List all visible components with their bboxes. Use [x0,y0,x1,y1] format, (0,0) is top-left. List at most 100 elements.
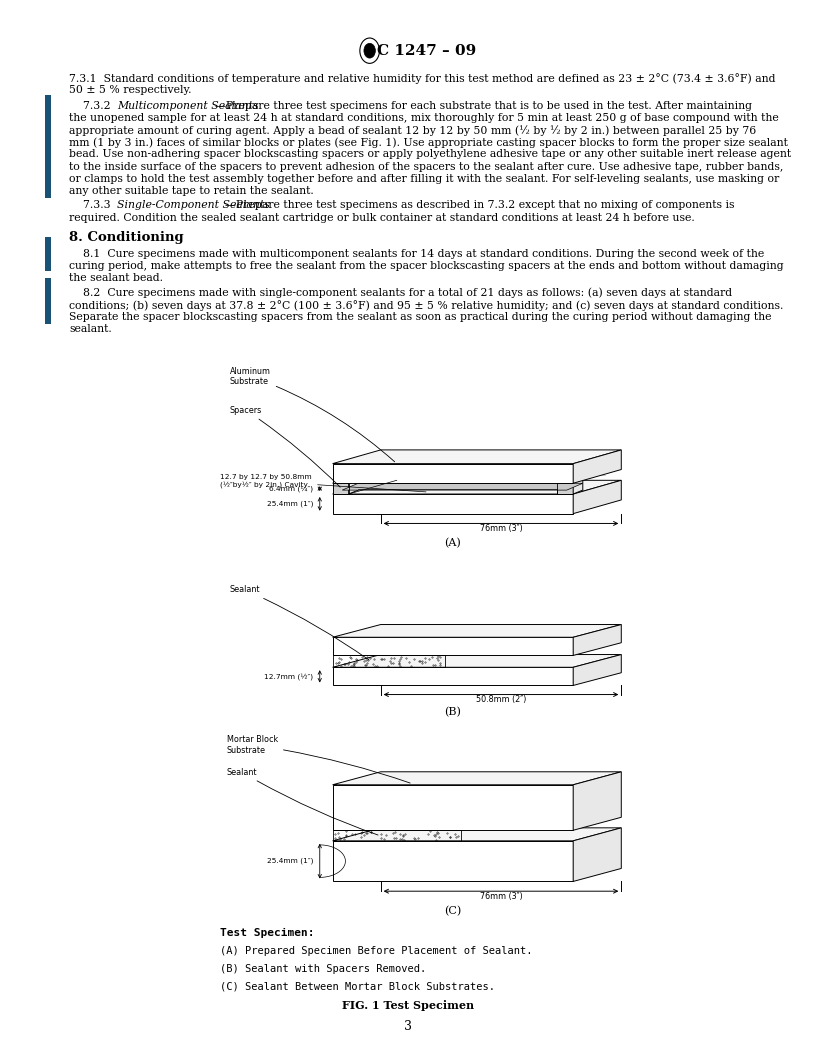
Point [432,648,445,665]
Polygon shape [573,828,621,882]
Point [430,826,443,843]
Point [365,824,378,841]
Point [397,828,410,845]
Point [405,657,418,674]
Polygon shape [573,450,621,484]
Point [428,827,441,844]
Point [412,830,425,847]
Point [339,823,353,840]
Point [427,656,440,673]
Point [449,826,462,843]
Point [393,830,406,847]
Point [451,828,464,845]
Text: 50 ± 5 % respectively.: 50 ± 5 % respectively. [69,84,192,95]
Point [358,657,371,674]
Point [335,658,348,675]
Text: sealant.: sealant. [69,324,112,335]
Text: 7.3.2: 7.3.2 [69,100,118,111]
Polygon shape [573,479,583,494]
Text: (C): (C) [444,906,462,916]
Text: Sealant: Sealant [230,585,369,660]
Text: (A) Prepared Specimen Before Placement of Sealant.: (A) Prepared Specimen Before Placement o… [220,946,533,956]
Point [356,824,369,841]
Point [433,655,446,672]
Text: the sealant bead.: the sealant bead. [69,274,163,283]
Point [341,656,354,673]
Text: any other suitable tape to retain the sealant.: any other suitable tape to retain the se… [69,186,314,195]
Point [333,654,346,671]
Point [361,655,374,672]
Point [354,829,367,846]
Text: 7.3.1  Standard conditions of temperature and relative humidity for this test me: 7.3.1 Standard conditions of temperature… [69,73,776,83]
Point [357,653,370,670]
Point [392,653,406,670]
Point [416,653,429,670]
Point [412,653,425,670]
Point [368,650,381,667]
Point [344,658,357,675]
Point [329,829,342,846]
Polygon shape [333,637,573,656]
Polygon shape [557,479,583,484]
Point [349,650,362,667]
Polygon shape [333,494,573,513]
Point [393,825,406,842]
Point [384,653,397,670]
Point [337,831,350,848]
Point [337,656,350,673]
Point [400,649,413,666]
Point [344,649,357,666]
Text: Sealant: Sealant [227,768,378,835]
Point [379,827,392,844]
Point [415,655,428,672]
Polygon shape [333,480,621,494]
Polygon shape [333,479,358,484]
Point [428,657,441,674]
Point [334,650,347,667]
Point [388,829,401,846]
Point [354,825,367,842]
Text: or clamps to hold the test assembly together before and after filling it with th: or clamps to hold the test assembly toge… [69,173,779,184]
Text: to the inside surface of the spacers to prevent adhesion of the spacers to the s: to the inside surface of the spacers to … [69,162,783,171]
Point [334,831,347,848]
Point [397,827,410,844]
Point [430,649,443,666]
Text: 6.4mm (¼″): 6.4mm (¼″) [269,486,313,492]
Point [388,649,401,666]
Point [393,656,406,673]
Point [408,830,421,847]
Text: 8.1  Cure specimens made with multicomponent sealants for 14 days at standard co: 8.1 Cure specimens made with multicompon… [69,249,765,259]
Point [363,649,376,666]
Text: —Prepare three test specimens as described in 7.3.2 except that no mixing of com: —Prepare three test specimens as describ… [225,201,734,210]
Point [407,650,420,667]
Text: required. Condition the sealed sealant cartridge or bulk container at standard c: required. Condition the sealed sealant c… [69,212,695,223]
Point [348,656,361,673]
Polygon shape [333,624,621,637]
Point [433,657,446,674]
Point [348,657,361,674]
Point [428,828,441,845]
Point [361,825,374,842]
Point [402,654,415,671]
Point [339,827,353,844]
Text: bead. Use non-adhering spacer blockscasting spacers or apply polyethylene adhesi: bead. Use non-adhering spacer blockscast… [69,149,792,159]
Polygon shape [573,655,621,685]
Point [431,824,444,841]
Polygon shape [573,772,621,830]
Point [384,649,397,666]
Point [440,824,453,841]
Polygon shape [333,655,621,667]
Bar [45,278,51,324]
Point [388,824,401,841]
Point [351,652,364,668]
Point [413,653,426,670]
Point [433,649,446,666]
Point [444,828,457,845]
Point [386,825,399,842]
Point [394,658,407,675]
Point [339,656,352,673]
Text: Single-Component Sealants: Single-Component Sealants [117,201,269,210]
Text: Mortar Block
Substrate: Mortar Block Substrate [227,735,410,784]
Point [396,831,409,848]
Text: (C) Sealant Between Mortar Block Substrates.: (C) Sealant Between Mortar Block Substra… [220,982,495,992]
